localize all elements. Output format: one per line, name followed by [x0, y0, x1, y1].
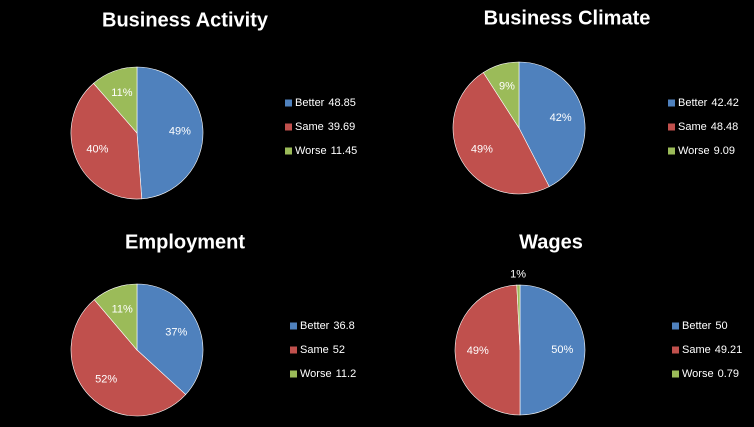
legend-entry: Same 39.69: [295, 121, 355, 133]
legend-value: 11.45: [331, 145, 358, 157]
legend-entry: Better 48.85: [295, 97, 356, 109]
data-label: 11%: [112, 304, 133, 316]
legend-entry: Same 48.48: [678, 121, 738, 133]
legend-swatch: [290, 370, 297, 378]
legend-entry: Better 36.8: [300, 320, 355, 332]
pie-slice: [136, 66, 204, 200]
chart-title: Business Climate: [484, 7, 651, 29]
legend-entry: Same 52: [300, 344, 345, 356]
legend-swatch: [290, 346, 297, 354]
data-label: 37%: [165, 327, 187, 339]
legend-swatch: [672, 346, 679, 354]
legend-entry: Same 49.21: [682, 344, 742, 356]
legend-value: 48.48: [711, 121, 739, 133]
legend-entry: Better 42.42: [678, 97, 739, 109]
pie-chart: Wages 50% Better 50 49% Same 49.21 1% Worse 0.79: [454, 231, 742, 416]
legend-entry: Worse 11.2: [300, 368, 356, 380]
data-label: 50%: [551, 344, 573, 356]
pie-slice: [452, 72, 550, 195]
legend-name: Worse: [678, 145, 710, 157]
data-label: 49%: [467, 345, 489, 357]
legend-name: Same: [682, 344, 711, 356]
data-label: 52%: [95, 374, 117, 386]
legend-swatch: [672, 322, 679, 330]
pie-slice: [454, 284, 521, 416]
legend-name: Worse: [300, 368, 332, 380]
legend-value: 9.09: [714, 145, 735, 157]
pie-slice: [93, 283, 138, 351]
legend-swatch: [672, 370, 679, 378]
pie-slice: [70, 82, 143, 200]
data-label: 49%: [471, 143, 493, 155]
legend-swatch: [285, 99, 292, 107]
data-label: 49%: [169, 125, 191, 137]
legend-name: Same: [678, 121, 707, 133]
pie-slice: [93, 66, 138, 134]
legend-swatch: [668, 123, 675, 131]
legend-name: Same: [295, 121, 324, 133]
legend-value: 39.69: [328, 121, 356, 133]
legend-name: Better: [678, 97, 708, 109]
legend-value: 42.42: [711, 97, 739, 109]
pie-slice: [516, 284, 521, 351]
legend-value: 49.21: [715, 344, 743, 356]
legend-value: 50: [715, 320, 727, 332]
legend-name: Worse: [295, 145, 327, 157]
chart-title: Business Activity: [102, 9, 269, 31]
legend-swatch: [668, 147, 675, 155]
data-label: 9%: [499, 81, 515, 93]
legend-value: 48.85: [328, 97, 356, 109]
legend-name: Same: [300, 344, 329, 356]
legend-name: Worse: [682, 368, 714, 380]
legend-swatch: [285, 147, 292, 155]
pie-chart: Business Activity 49% Better 48.85 40% Same 39…: [70, 9, 357, 200]
legend-entry: Worse 0.79: [682, 368, 739, 380]
legend-name: Better: [682, 320, 712, 332]
legend-entry: Worse 11.45: [295, 145, 357, 157]
legend-swatch: [285, 123, 292, 131]
chart-title: Wages: [519, 231, 583, 253]
legend-entry: Worse 9.09: [678, 145, 735, 157]
pie-chart: Business Climate 42% Better 42.42 49% Same 48.…: [452, 7, 739, 195]
legend-name: Better: [300, 320, 330, 332]
legend-swatch: [290, 322, 297, 330]
pie-slice: [482, 61, 520, 130]
pie-slice: [519, 284, 586, 416]
legend-name: Better: [295, 97, 325, 109]
data-label: 1%: [510, 269, 526, 281]
legend-swatch: [668, 99, 675, 107]
legend-value: 11.2: [336, 368, 357, 380]
legend-entry: Better 50: [682, 320, 728, 332]
data-label: 42%: [550, 112, 572, 124]
data-label: 40%: [86, 143, 108, 155]
pie-slice: [136, 283, 204, 395]
chart-title: Employment: [125, 231, 245, 253]
pie-slice: [518, 61, 586, 188]
legend-value: 0.79: [718, 368, 739, 380]
pie-chart: Employment 37% Better 36.8 52% Same 52 11% Worse…: [70, 231, 356, 417]
legend-value: 52: [333, 344, 345, 356]
data-label: 11%: [111, 87, 132, 99]
pie-slice: [70, 299, 187, 417]
legend-value: 36.8: [333, 320, 354, 332]
